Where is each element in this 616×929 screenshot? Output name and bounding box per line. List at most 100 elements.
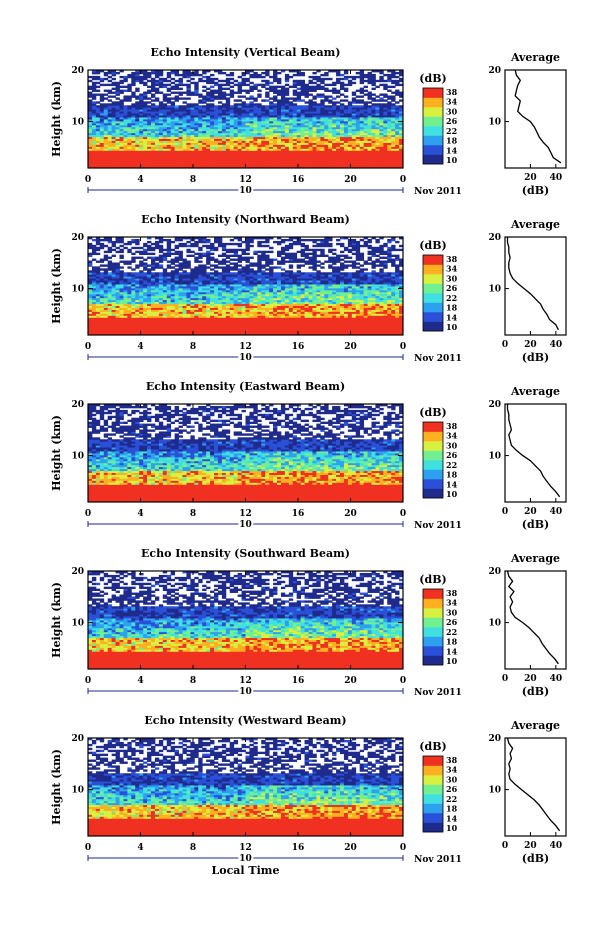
heatmap-cell [257, 150, 262, 153]
heatmap-cell [151, 71, 156, 75]
heatmap-cell [202, 107, 207, 110]
heatmap-cell [119, 122, 124, 126]
heatmap-cell [237, 109, 242, 112]
heatmap-cell [154, 295, 160, 299]
heatmap-cell [292, 70, 298, 73]
heatmap-cell [206, 142, 211, 145]
heatmap-cell [186, 307, 191, 310]
heatmap-cell [88, 138, 93, 141]
heatmap-cell [221, 166, 227, 169]
heatmap-cell [182, 162, 187, 165]
heatmap-cell [198, 138, 203, 141]
heatmap-cell [107, 311, 113, 314]
heatmap-cell [237, 150, 242, 153]
heatmap-cell [229, 331, 235, 334]
heatmap-cell [241, 148, 246, 151]
heatmap-cell [359, 146, 365, 149]
heatmap-cell [304, 297, 309, 301]
heatmap-cell [119, 311, 124, 314]
heatmap-cell [166, 136, 172, 139]
heatmap-cell [399, 83, 404, 87]
heatmap-cell [312, 111, 317, 114]
heatmap-cell [265, 154, 270, 157]
heatmap-cell [154, 166, 160, 169]
heatmap-cell [237, 152, 242, 155]
heatmap-cell [127, 85, 132, 89]
heatmap-cell [288, 325, 294, 328]
heatmap-cell [135, 329, 140, 332]
heatmap-cell [288, 154, 294, 157]
heatmap-cell [221, 313, 227, 316]
heatmap-cell [257, 156, 262, 159]
heatmap-cell [332, 329, 337, 332]
heatmap-cell [131, 105, 136, 108]
heatmap-cell [147, 319, 152, 322]
heatmap-cell [221, 329, 227, 332]
heatmap-cell [379, 301, 384, 305]
heatmap-cell [225, 77, 231, 81]
x-tick-label: 0 [85, 175, 91, 185]
heatmap-cell [111, 325, 116, 328]
heatmap-cell [383, 156, 388, 159]
heatmap-cell [115, 119, 120, 122]
heatmap-cell [143, 329, 148, 332]
heatmap-cell [221, 160, 227, 163]
heatmap-cell [225, 333, 231, 336]
heatmap-cell [119, 124, 124, 128]
heatmap-cell [387, 111, 392, 114]
heatmap-cell [261, 160, 266, 163]
heatmap-cell [371, 75, 376, 79]
heatmap-cell [328, 138, 333, 141]
heatmap-cell [198, 101, 203, 104]
heatmap-cell [336, 319, 341, 322]
heatmap-cell [115, 107, 120, 110]
heatmap-cell [241, 305, 246, 308]
heatmap-cell [119, 152, 124, 155]
heatmap-cell [288, 329, 294, 332]
heatmap-cell [265, 297, 270, 301]
heatmap-cell [367, 144, 372, 147]
heatmap-cell [166, 89, 172, 92]
heatmap-cell [237, 91, 242, 94]
heatmap-cell [229, 160, 235, 163]
heatmap-cell [367, 297, 372, 301]
heatmap-cell [399, 126, 404, 130]
heatmap-cell [198, 109, 203, 112]
heatmap-cell [214, 303, 219, 306]
heatmap-cell [257, 297, 262, 301]
heatmap-cell [154, 91, 160, 94]
heatmap-cell [154, 305, 160, 308]
heatmap-cell [107, 315, 113, 318]
heatmap-cell [261, 323, 266, 326]
heatmap-cell [143, 317, 148, 320]
colorbar-segment [423, 116, 443, 127]
heatmap-cell [261, 117, 266, 120]
heatmap-cell [91, 142, 97, 145]
heatmap-cell [158, 154, 164, 157]
heatmap-cell [359, 115, 365, 118]
heatmap-cell [399, 327, 404, 330]
heatmap-cell [340, 117, 345, 120]
heatmap-cell [107, 111, 113, 114]
heatmap-cell [143, 113, 148, 116]
heatmap-cell [343, 111, 349, 114]
heatmap-cell [194, 119, 199, 122]
heatmap-cell [147, 109, 152, 112]
heatmap-cell [312, 154, 317, 157]
heatmap-cell [198, 77, 203, 81]
heatmap-cell [343, 150, 349, 153]
heatmap-cell [198, 305, 203, 308]
heatmap-cell [316, 83, 321, 87]
heatmap-cell [277, 103, 282, 106]
heatmap-cell [182, 117, 187, 120]
heatmap-cell [245, 309, 250, 312]
heatmap-cell [217, 160, 223, 163]
heatmap-cell [371, 83, 376, 87]
heatmap-cell [151, 148, 156, 151]
heatmap-cell [277, 85, 282, 89]
heatmap-cell [158, 142, 164, 145]
heatmap-cell [182, 138, 187, 141]
heatmap-cell [170, 115, 176, 118]
heatmap-cell [261, 311, 266, 314]
heatmap-cell [229, 329, 235, 332]
